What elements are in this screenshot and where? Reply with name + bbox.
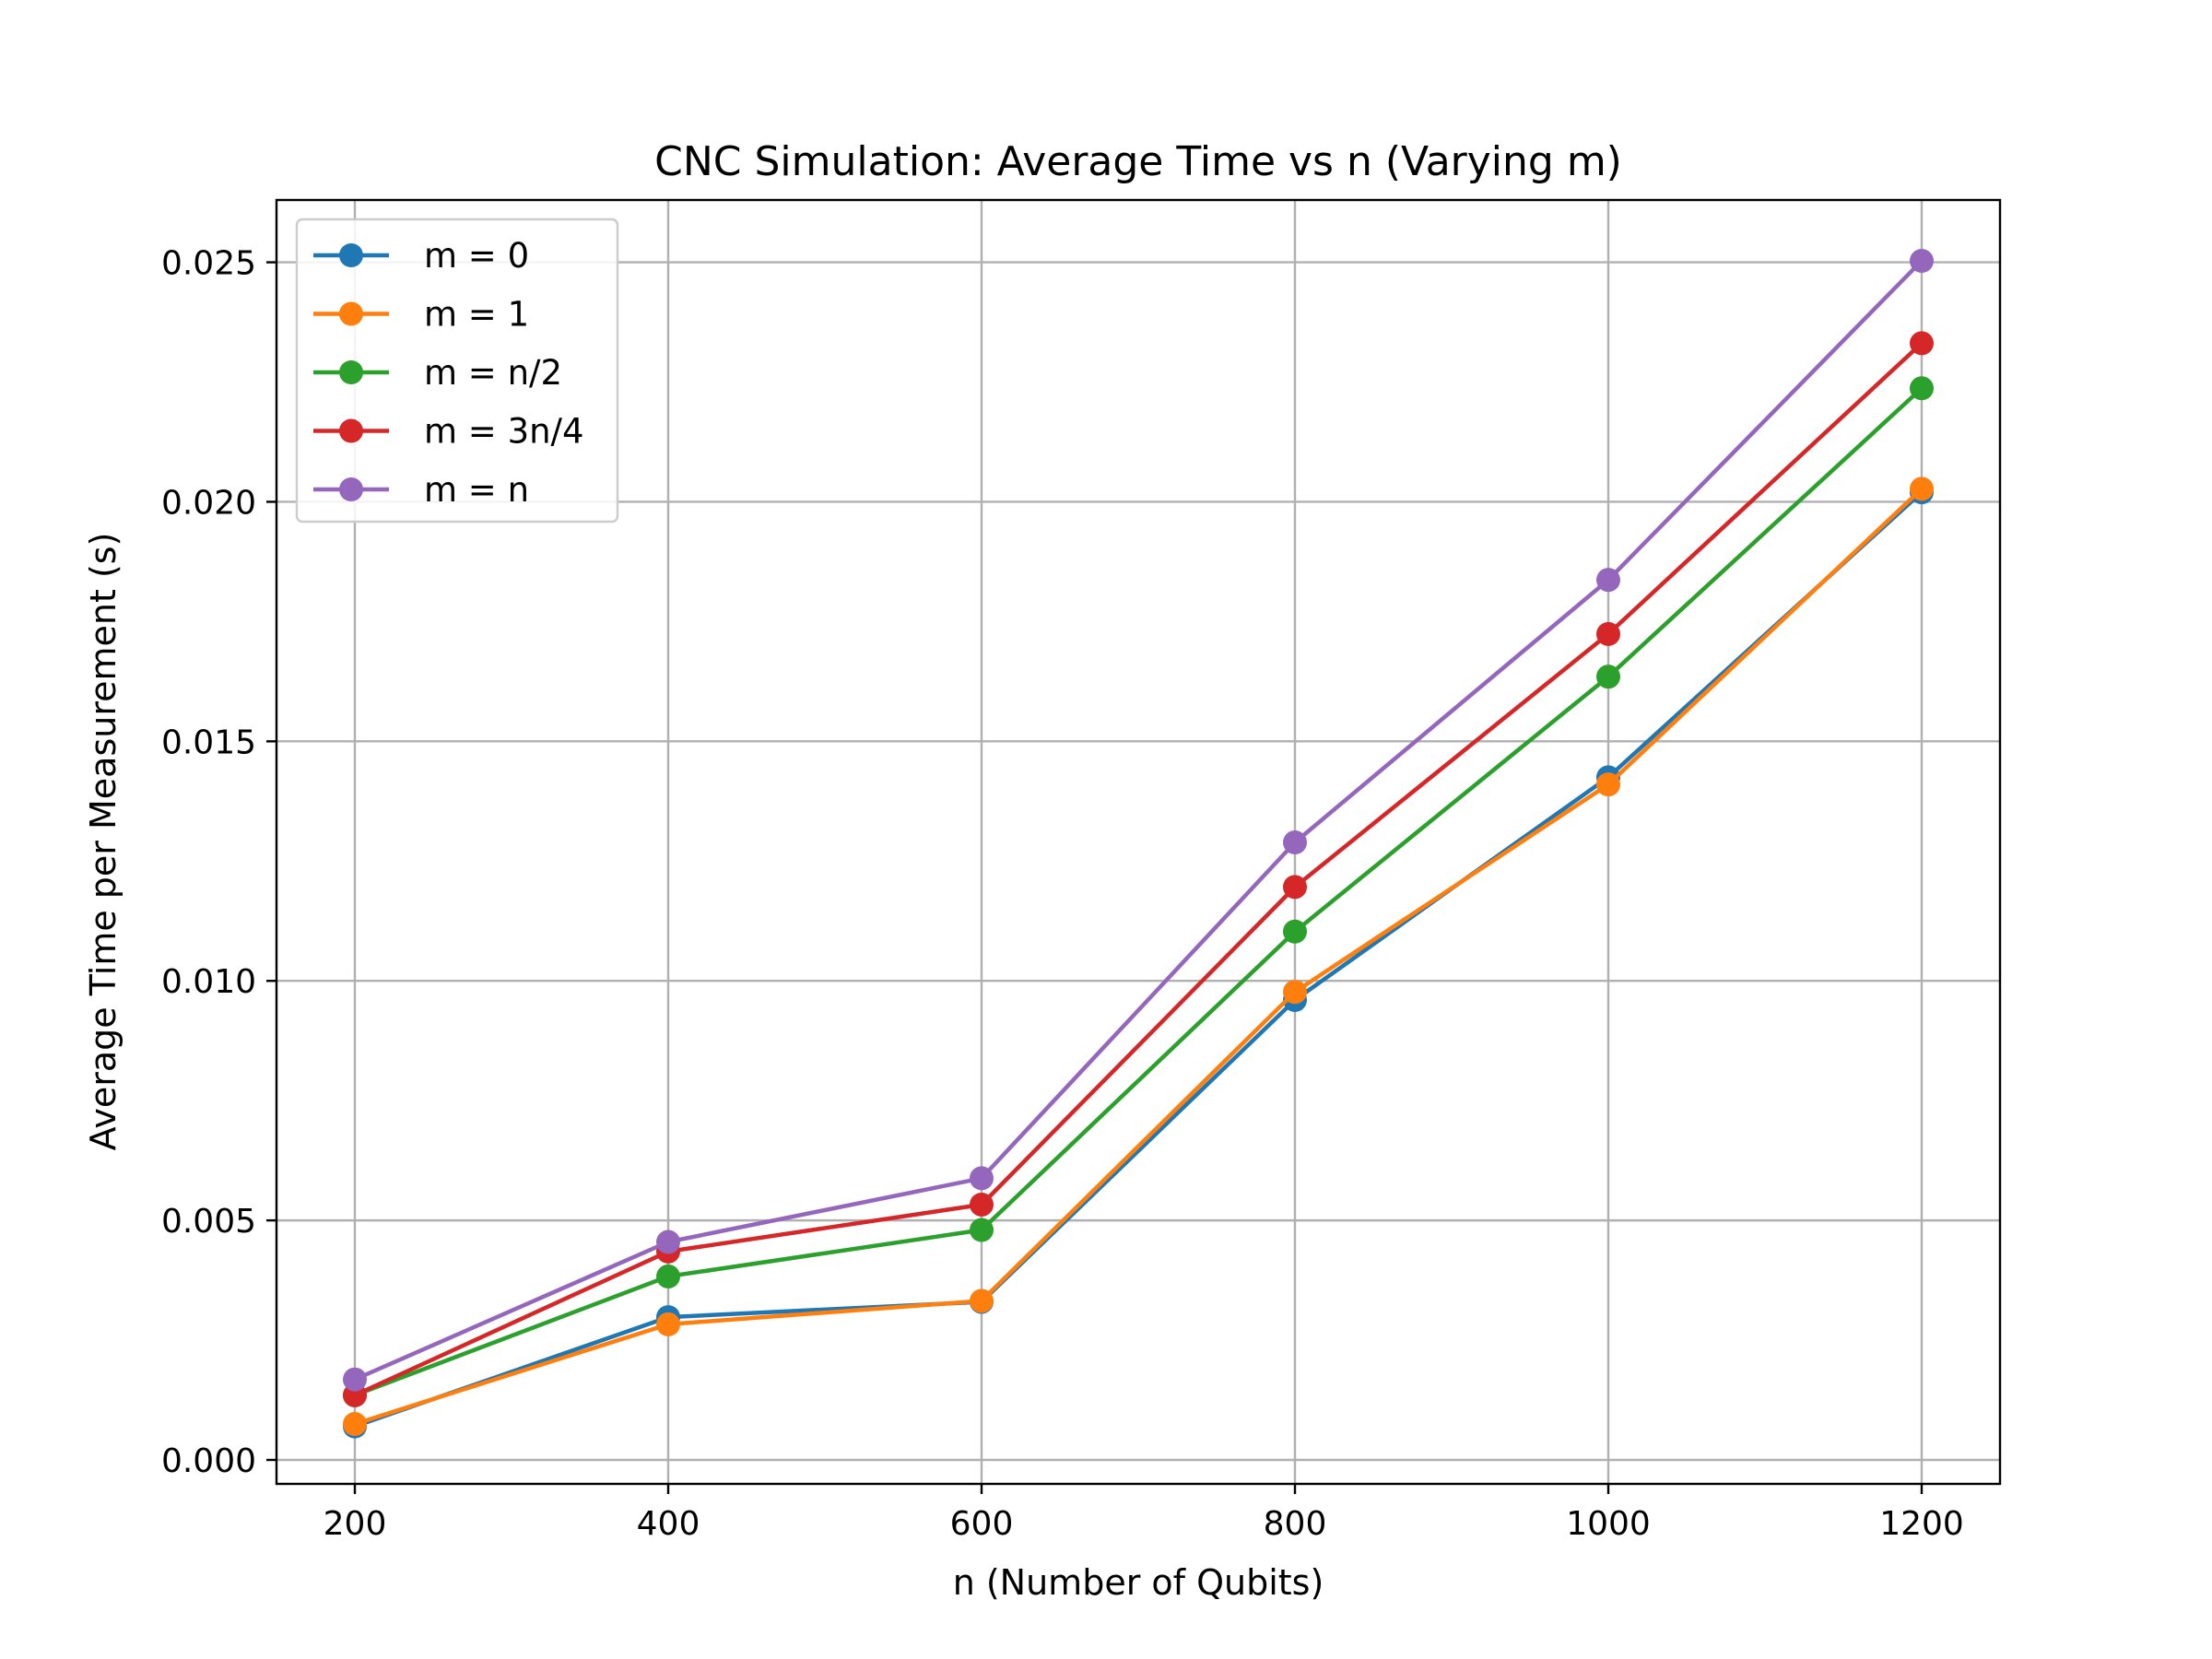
data-point-m-n — [656, 1230, 680, 1254]
y-tick-label: 0.020 — [161, 484, 256, 522]
y-tick-label: 0.025 — [161, 245, 256, 283]
legend-marker-m-n-2 — [339, 360, 363, 384]
x-axis-label: n (Number of Qubits) — [953, 1562, 1324, 1603]
data-point-m-n-2 — [1283, 919, 1307, 944]
axis-ticks: 200 400 600 800 1000 1200 0.000 0.005 0.010 0.015… — [161, 245, 1964, 1543]
x-tick-label: 400 — [637, 1505, 700, 1543]
x-tick-label: 800 — [1264, 1505, 1327, 1543]
data-point-m-3n-4 — [1910, 331, 1934, 356]
y-tick-label: 0.015 — [161, 724, 256, 761]
data-point-m-3n-4 — [1283, 875, 1307, 900]
data-point-m-1 — [1596, 772, 1620, 797]
legend-label-m-1: m = 1 — [424, 295, 529, 335]
data-point-m-n — [1596, 568, 1620, 593]
y-tick-label: 0.005 — [161, 1203, 256, 1241]
legend: m = 0 m = 1 m = n/2 m = 3n/4 m = n — [295, 218, 619, 524]
legend-marker-m-0 — [339, 243, 363, 267]
legend-marker-m-n — [339, 477, 363, 501]
data-point-m-3n-4 — [970, 1192, 994, 1217]
grid-lines — [276, 200, 2000, 1484]
data-point-m-n-2 — [656, 1264, 680, 1288]
data-point-m-1 — [656, 1312, 680, 1336]
series-line-m-0 — [352, 488, 1925, 1430]
x-tick-label: 1200 — [1879, 1505, 1964, 1543]
x-tick-label: 1000 — [1566, 1505, 1651, 1543]
legend-label-m-n: m = n — [424, 470, 529, 510]
data-point-m-n — [343, 1367, 367, 1392]
x-tick-label: 600 — [950, 1505, 1014, 1543]
legend-label-m-3n-4: m = 3n/4 — [424, 412, 584, 452]
series-line-m-n — [352, 257, 1925, 1382]
data-point-m-1 — [1283, 980, 1307, 1005]
series-layer — [343, 249, 1934, 1439]
data-point-m-1 — [970, 1288, 994, 1313]
data-point-m-n-2 — [1910, 376, 1934, 401]
y-axis-label: Average Time per Measurement (s) — [83, 533, 124, 1151]
x-tick-label: 200 — [324, 1505, 387, 1543]
data-point-m-n — [1910, 249, 1934, 274]
data-point-m-3n-4 — [1596, 621, 1620, 646]
chart-title: CNC Simulation: Average Time vs n (Varyi… — [654, 138, 1622, 185]
data-point-m-1 — [1910, 477, 1934, 501]
data-point-m-n-2 — [970, 1218, 994, 1242]
data-point-m-n — [970, 1166, 994, 1191]
legend-label-m-0: m = 0 — [424, 236, 529, 276]
series-line-m-3n-4 — [352, 340, 1925, 1398]
legend-label-m-n-2: m = n/2 — [424, 353, 562, 393]
data-point-m-n-2 — [1596, 665, 1620, 689]
legend-frame — [295, 218, 619, 524]
y-tick-label: 0.000 — [161, 1442, 256, 1480]
data-point-m-n — [1283, 830, 1307, 855]
plot-frame — [275, 198, 2002, 1486]
series-line-m-1 — [352, 486, 1925, 1427]
series-line-m-n-2 — [352, 385, 1925, 1398]
y-tick-label: 0.010 — [161, 963, 256, 1001]
legend-marker-m-3n-4 — [339, 418, 363, 443]
data-point-m-1 — [343, 1412, 367, 1437]
legend-marker-m-1 — [339, 301, 363, 326]
